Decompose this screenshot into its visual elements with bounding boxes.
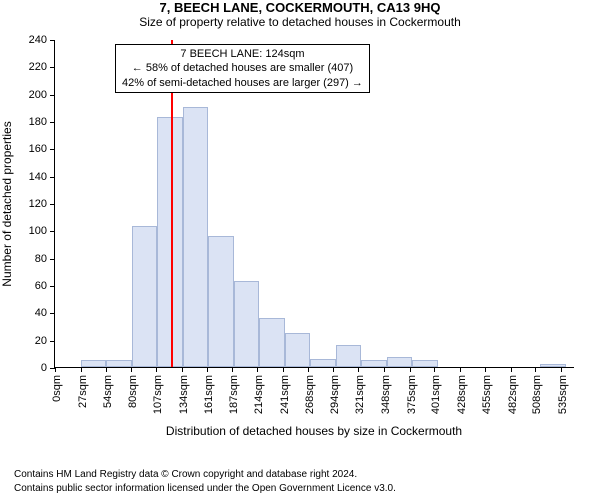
x-axis-title: Distribution of detached houses by size … [166, 424, 462, 438]
histogram-bar [412, 360, 438, 367]
chart-plot-area: 020406080100120140160180200220240 0sqm27… [54, 40, 574, 368]
x-tick-label: 161sqm [203, 375, 215, 414]
x-tick-line [561, 367, 562, 372]
x-tick-line [511, 367, 512, 372]
x-tick-label: 268sqm [305, 375, 317, 414]
x-tick-label: 348sqm [380, 375, 392, 414]
x-tick-line [257, 367, 258, 372]
histogram-bar [285, 333, 311, 367]
y-tick-line [50, 259, 55, 260]
x-tick-line [308, 367, 309, 372]
y-tick-label: 180 [29, 116, 47, 128]
histogram-bar [234, 281, 260, 367]
x-tick-label: 455sqm [481, 375, 493, 414]
y-tick-line [50, 231, 55, 232]
histogram-bar [157, 117, 183, 367]
x-tick-line [81, 367, 82, 372]
x-tick-label: 241sqm [279, 375, 291, 414]
x-tick-line [460, 367, 461, 372]
annotation-line: 7 BEECH LANE: 124sqm [122, 47, 363, 61]
y-tick-line [50, 40, 55, 41]
y-tick-line [50, 95, 55, 96]
x-tick-label: 535sqm [557, 375, 569, 414]
reference-annotation: 7 BEECH LANE: 124sqm← 58% of detached ho… [115, 44, 370, 93]
y-tick-line [50, 286, 55, 287]
x-tick-label: 482sqm [507, 375, 519, 414]
page-subtitle: Size of property relative to detached ho… [0, 15, 600, 29]
x-tick-line [283, 367, 284, 372]
histogram-bar [81, 360, 107, 367]
x-tick-label: 0sqm [51, 375, 63, 402]
y-tick-label: 100 [29, 225, 47, 237]
y-axis-title: Number of detached properties [0, 121, 14, 286]
x-tick-line [207, 367, 208, 372]
histogram-bar [259, 318, 285, 367]
page-title: 7, BEECH LANE, COCKERMOUTH, CA13 9HQ [0, 0, 600, 15]
y-tick-line [50, 204, 55, 205]
y-tick-label: 120 [29, 198, 47, 210]
histogram-bar [208, 236, 234, 367]
histogram-bar [106, 360, 132, 367]
y-tick-label: 200 [29, 89, 47, 101]
histogram-bar [361, 360, 387, 367]
y-tick-label: 20 [35, 335, 47, 347]
x-tick-label: 134sqm [178, 375, 190, 414]
x-tick-label: 80sqm [127, 375, 139, 408]
x-tick-line [131, 367, 132, 372]
x-tick-line [384, 367, 385, 372]
y-tick-label: 140 [29, 171, 47, 183]
histogram-bar [387, 357, 413, 367]
x-tick-label: 508sqm [531, 375, 543, 414]
y-tick-line [50, 67, 55, 68]
x-tick-label: 321sqm [355, 375, 367, 414]
x-tick-line [55, 367, 56, 372]
x-tick-line [358, 367, 359, 372]
x-tick-label: 401sqm [430, 375, 442, 414]
annotation-line: 42% of semi-detached houses are larger (… [122, 76, 363, 90]
x-tick-line [156, 367, 157, 372]
x-tick-label: 375sqm [406, 375, 418, 414]
y-tick-label: 220 [29, 61, 47, 73]
x-tick-line [535, 367, 536, 372]
footnote-line-1: Contains HM Land Registry data © Crown c… [14, 469, 357, 480]
histogram-bar [336, 345, 362, 367]
x-tick-label: 187sqm [228, 375, 240, 414]
y-tick-line [50, 122, 55, 123]
y-tick-label: 0 [41, 362, 47, 374]
y-tick-label: 80 [35, 253, 47, 265]
x-tick-line [485, 367, 486, 372]
y-tick-line [50, 341, 55, 342]
x-tick-label: 428sqm [456, 375, 468, 414]
x-tick-line [434, 367, 435, 372]
annotation-line: ← 58% of detached houses are smaller (40… [122, 61, 363, 75]
x-tick-label: 27sqm [77, 375, 89, 408]
y-tick-label: 60 [35, 280, 47, 292]
y-tick-label: 160 [29, 143, 47, 155]
y-tick-line [50, 313, 55, 314]
histogram-bar [132, 226, 158, 367]
histogram-bar [310, 359, 336, 367]
y-tick-label: 40 [35, 307, 47, 319]
x-tick-line [333, 367, 334, 372]
y-tick-line [50, 177, 55, 178]
x-tick-line [106, 367, 107, 372]
histogram-bar [183, 107, 209, 367]
x-tick-line [232, 367, 233, 372]
x-tick-line [410, 367, 411, 372]
x-tick-label: 214sqm [253, 375, 265, 414]
x-tick-label: 107sqm [152, 375, 164, 414]
footnote-line-2: Contains public sector information licen… [14, 483, 396, 494]
x-tick-label: 294sqm [329, 375, 341, 414]
y-tick-line [50, 149, 55, 150]
x-tick-line [182, 367, 183, 372]
x-tick-label: 54sqm [102, 375, 114, 408]
y-tick-label: 240 [29, 34, 47, 46]
